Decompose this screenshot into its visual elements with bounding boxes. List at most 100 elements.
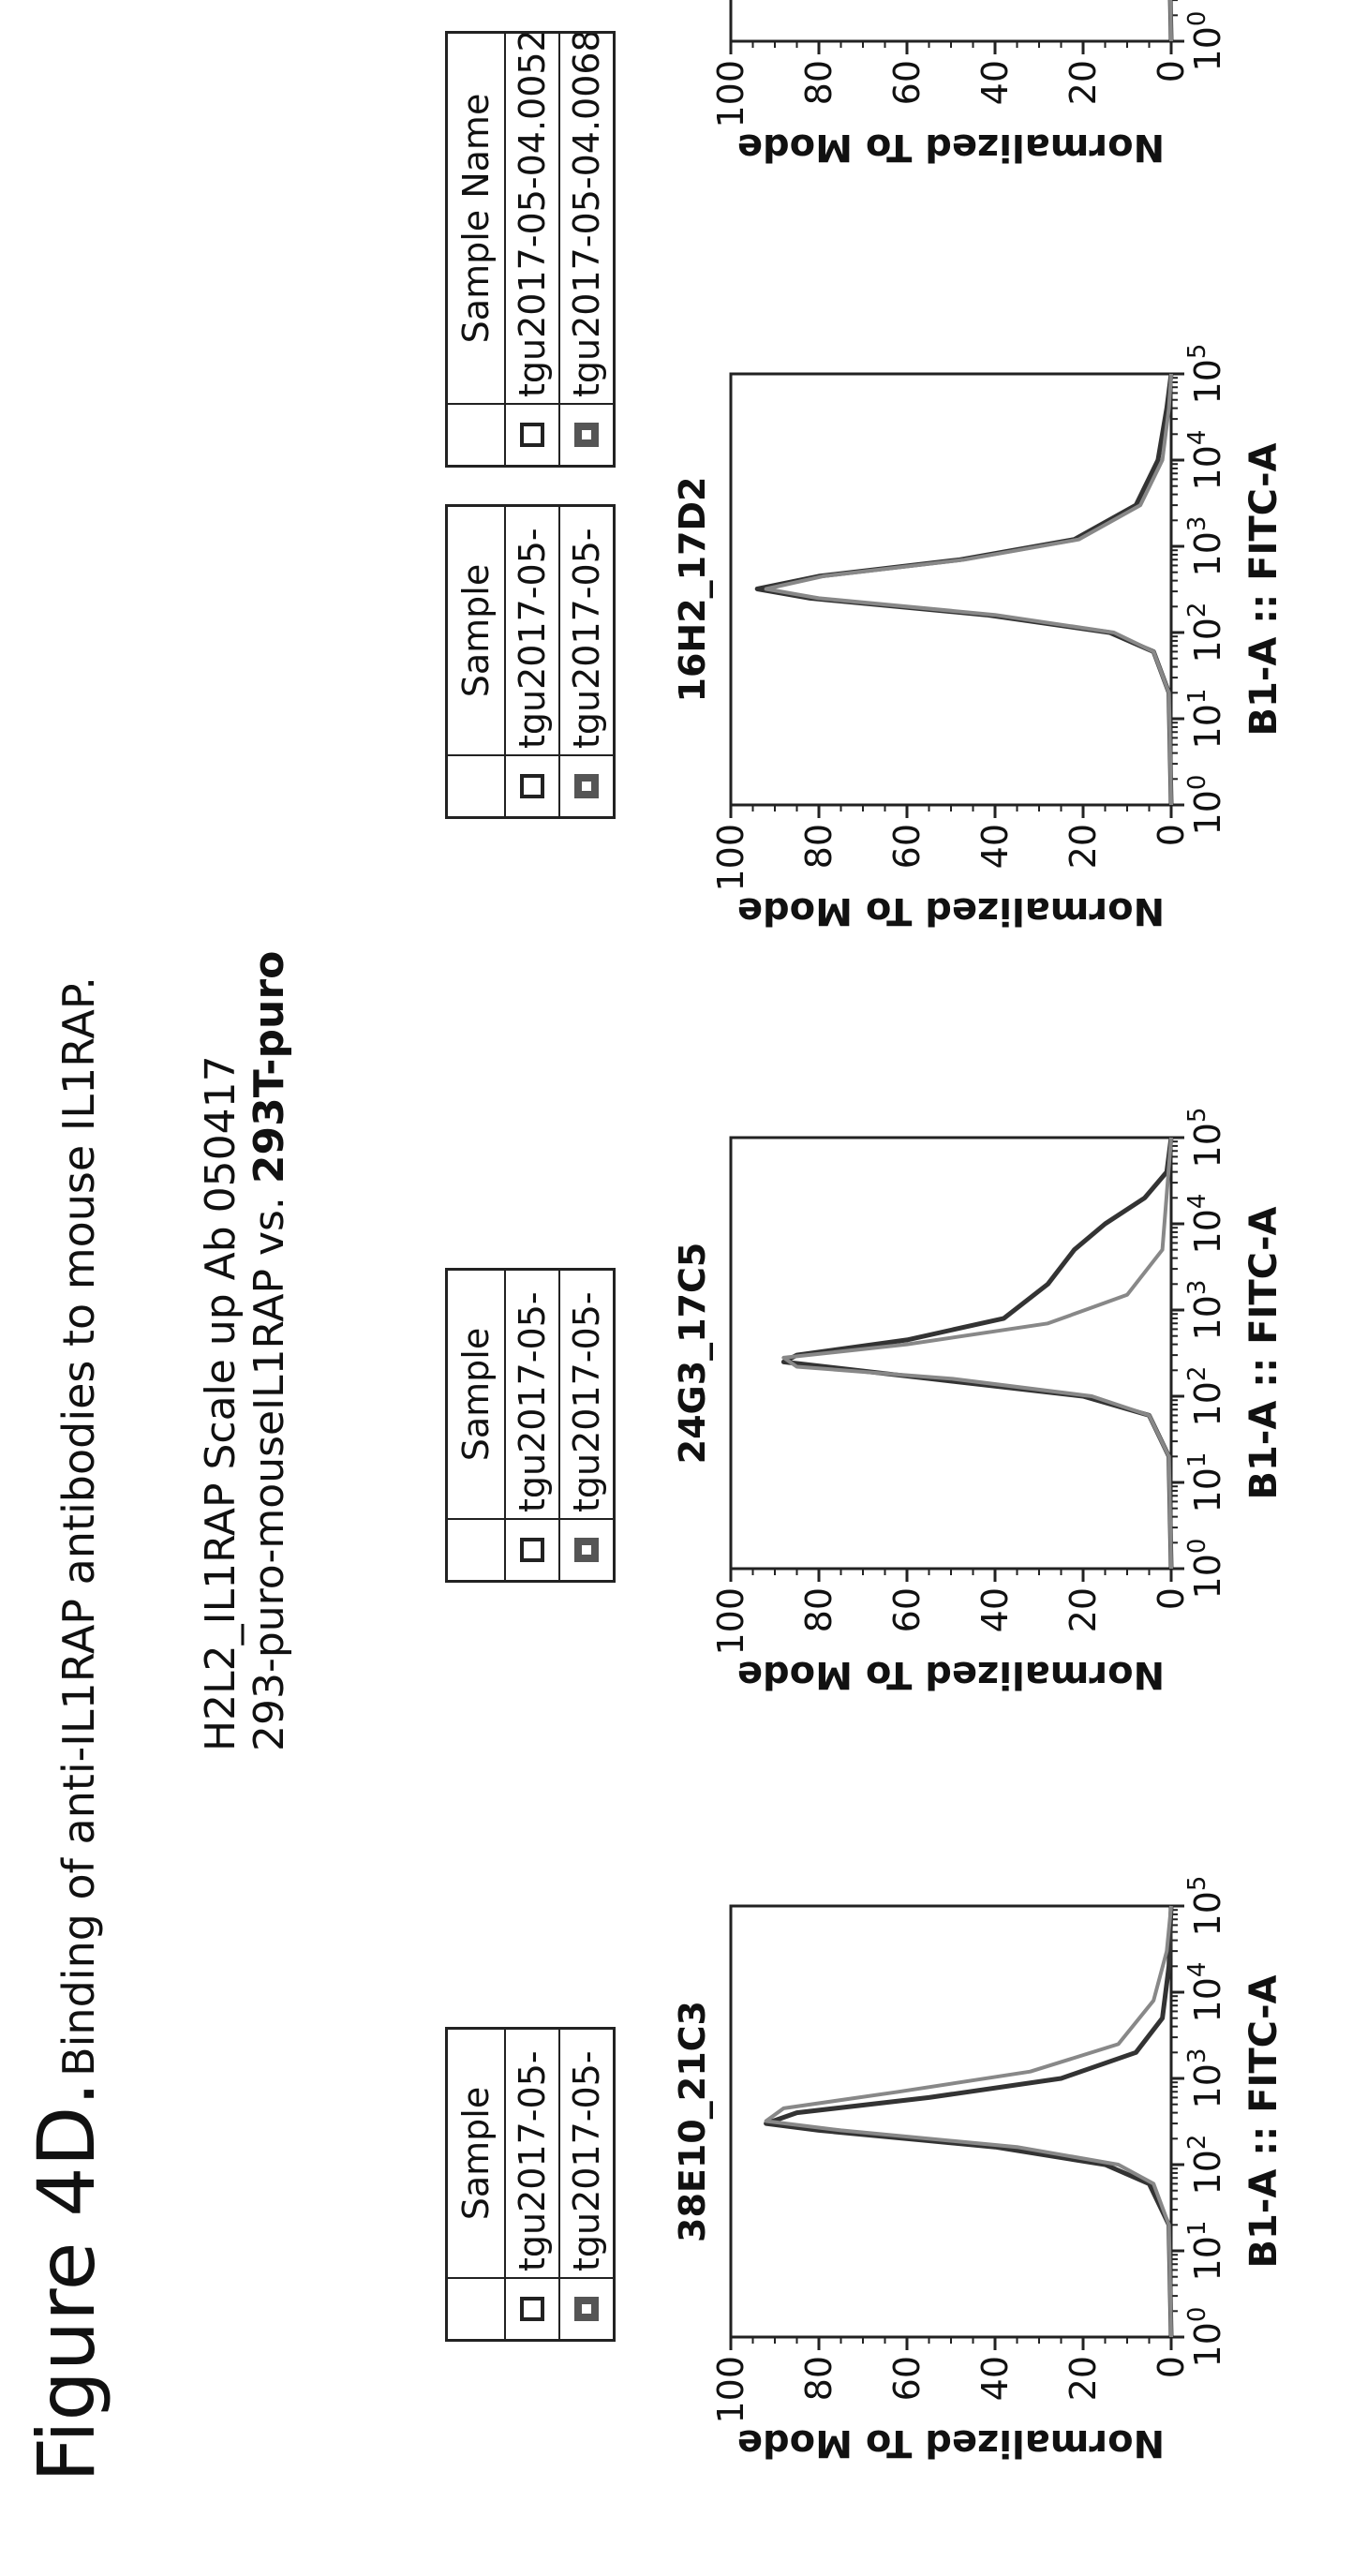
subtitle-line-2: 293-puro-mouseIL1RAP vs. 293T-puro bbox=[245, 951, 294, 1751]
y-tick-label: 0 bbox=[1151, 1587, 1192, 1610]
x-tick-label: 104 bbox=[1183, 1962, 1228, 2023]
legend-row: tgu2017-05- bbox=[560, 1271, 613, 1580]
checkbox-checked-icon[interactable] bbox=[574, 774, 599, 798]
y-tick-label: 40 bbox=[974, 824, 1016, 869]
x-tick-label: 105 bbox=[1183, 344, 1228, 405]
plot-frame bbox=[729, 372, 1173, 807]
y-tick-label: 60 bbox=[886, 1587, 928, 1632]
legend-panel-1: Sample tgu2017-05- tgu2017-05- bbox=[445, 2027, 616, 2342]
histogram-panel-38E10: 38E10_21C3 0 20 40 60 80 100 100 101 102 103 104 105… bbox=[672, 1876, 1285, 2464]
y-tick-label: 60 bbox=[886, 2356, 928, 2401]
x-tick-label: 101 bbox=[1183, 689, 1228, 750]
x-tick-label: 100 bbox=[1183, 2307, 1228, 2368]
y-tick-label: 20 bbox=[1062, 2356, 1104, 2401]
legend-sample: tgu2017-05- bbox=[566, 528, 607, 749]
checkbox-checked-icon[interactable] bbox=[574, 423, 599, 447]
experiment-subtitle: H2L2_IL1RAP Scale up Ab 050417 293-puro-… bbox=[197, 951, 294, 1751]
y-tick-label: 0 bbox=[1151, 2356, 1192, 2378]
checkbox-icon[interactable] bbox=[520, 1538, 544, 1562]
y-tick-label: 100 bbox=[710, 824, 751, 892]
subtitle-line-2-prefix: 293-puro-mouseIL1RAP vs. bbox=[245, 1184, 293, 1751]
x-tick-label: 100 bbox=[1183, 1539, 1228, 1600]
y-tick-label: 100 bbox=[710, 60, 751, 128]
x-tick-label: 102 bbox=[1183, 1366, 1228, 1427]
x-tick-label: 103 bbox=[1183, 1280, 1228, 1341]
legend-header: Sample bbox=[455, 1327, 497, 1462]
legend-panel-2: Sample tgu2017-05- tgu2017-05- bbox=[445, 1268, 616, 1583]
plot-frame bbox=[729, 1904, 1173, 2339]
y-axis-label: Normalized To Mode bbox=[737, 2421, 1165, 2464]
y-tick-label: 60 bbox=[886, 824, 928, 869]
series-line-2 bbox=[764, 1905, 1173, 2338]
legend-sample: tgu2017-05- bbox=[566, 1291, 607, 1512]
subtitle-line-1: H2L2_IL1RAP Scale up Ab 050417 bbox=[197, 1055, 245, 1751]
legend-row: tgu2017-05- bbox=[560, 2030, 613, 2339]
checkbox-icon[interactable] bbox=[520, 774, 544, 798]
chart-title: 16H2_17D2 bbox=[672, 477, 713, 703]
legend-row: tgu2017-05-04.0068.fcs bbox=[560, 34, 613, 465]
x-tick-label: 102 bbox=[1183, 2135, 1228, 2196]
legend-sample: tgu2017-05- bbox=[512, 528, 553, 749]
legend-sample: tgu2017-05- bbox=[566, 2050, 607, 2271]
y-tick-label: 40 bbox=[974, 2356, 1016, 2401]
x-axis-label: B1-A :: FITC-A bbox=[1242, 1974, 1285, 2268]
checkbox-icon[interactable] bbox=[520, 423, 544, 447]
y-tick-label: 20 bbox=[1062, 824, 1104, 869]
x-tick-label: 101 bbox=[1183, 2221, 1228, 2282]
series-line-2 bbox=[764, 373, 1173, 806]
y-tick-label: 0 bbox=[1151, 824, 1192, 846]
checkbox-checked-icon[interactable] bbox=[574, 2297, 599, 2321]
y-axis-label: Normalized To Mode bbox=[737, 1653, 1165, 1696]
x-axis-label: B1-A :: FITC-A bbox=[1242, 442, 1285, 736]
y-tick-label: 80 bbox=[798, 1587, 840, 1632]
subtitle-line-2-bold: 293T-puro bbox=[245, 950, 293, 1184]
legend-sample: tgu2017-05- bbox=[512, 1291, 553, 1512]
series-line-1 bbox=[764, 1905, 1174, 2338]
x-axis-label: B1-A :: FITC-A bbox=[1242, 1206, 1285, 1499]
y-tick-label: 80 bbox=[798, 2356, 840, 2401]
y-tick-label: 20 bbox=[1062, 60, 1104, 105]
x-tick-label: 100 bbox=[1183, 775, 1228, 836]
plot-frame bbox=[729, 0, 1173, 43]
legend-row: tgu2017-05- bbox=[506, 2030, 560, 2339]
y-tick-label: 100 bbox=[710, 2356, 751, 2424]
legend-row: tgu2017-05- bbox=[506, 1271, 560, 1580]
checkbox-icon[interactable] bbox=[520, 2297, 544, 2321]
legend-sample: tgu2017-05-04.0052.fcs bbox=[512, 34, 553, 397]
y-tick-label: 80 bbox=[798, 824, 840, 869]
x-tick-label: 102 bbox=[1183, 603, 1228, 663]
figure-label: Figure 4D. bbox=[21, 2081, 112, 2482]
legend-panel-3: Sample tgu2017-05- tgu2017-05- bbox=[445, 504, 616, 819]
chart-title: 38E10_21C3 bbox=[672, 2001, 713, 2242]
histogram-panel-16H2: 16H2_17D2 0 20 40 60 80 100 100 101 102 103 104 105 B… bbox=[672, 344, 1285, 932]
y-axis-label: Normalized To Mode bbox=[737, 889, 1165, 932]
x-tick-label: 103 bbox=[1183, 516, 1228, 577]
checkbox-checked-icon[interactable] bbox=[574, 1538, 599, 1562]
y-tick-label: 40 bbox=[974, 60, 1016, 105]
x-tick-label: 104 bbox=[1183, 430, 1228, 491]
y-tick-label: 100 bbox=[710, 1587, 751, 1656]
legend-sample: tgu2017-05-04.0068.fcs bbox=[566, 34, 607, 397]
x-tick-label: 100 bbox=[1183, 11, 1228, 72]
y-tick-label: 0 bbox=[1151, 60, 1192, 82]
x-tick-label: 105 bbox=[1183, 1108, 1228, 1169]
y-tick-label: 60 bbox=[886, 60, 928, 105]
x-tick-label: 104 bbox=[1183, 1194, 1228, 1255]
legend-header: Sample bbox=[455, 563, 497, 698]
x-tick-label: 103 bbox=[1183, 2048, 1228, 2109]
figure-title: Figure 4D. Binding of anti-IL1RAP antibo… bbox=[21, 976, 112, 2482]
y-tick-label: 40 bbox=[974, 1587, 1016, 1632]
legend-row: tgu2017-05- bbox=[560, 507, 613, 816]
y-axis-label: Normalized To Mode bbox=[737, 126, 1165, 169]
chart-title: 24G3_17C5 bbox=[672, 1243, 713, 1465]
y-tick-label: 20 bbox=[1062, 1587, 1104, 1632]
series-line-2 bbox=[781, 1137, 1173, 1570]
x-tick-label: 105 bbox=[1183, 1876, 1228, 1937]
figure-caption: Binding of anti-IL1RAP antibodies to mou… bbox=[53, 975, 104, 2077]
legend-row: tgu2017-05- bbox=[506, 507, 560, 816]
legend-sample: tgu2017-05- bbox=[512, 2050, 553, 2271]
legend-row: tgu2017-05-04.0052.fcs bbox=[506, 34, 560, 465]
legend-panel-4: Sample Name tgu2017-05-04.0052.fcs tgu20… bbox=[445, 31, 616, 468]
